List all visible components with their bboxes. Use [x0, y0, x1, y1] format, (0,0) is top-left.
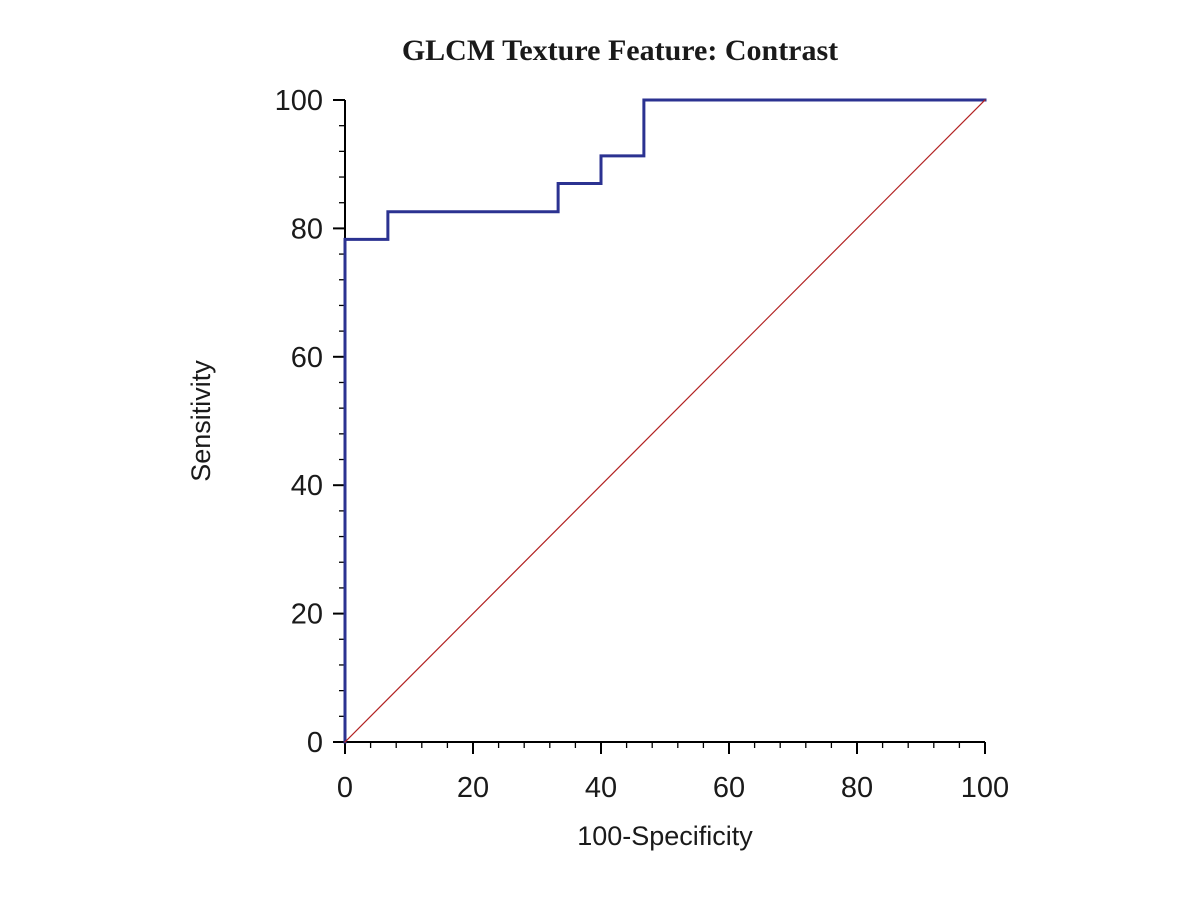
y-tick-label: 0 [307, 727, 323, 759]
y-axis-label: Sensitivity [186, 360, 216, 482]
y-tick-label: 60 [291, 342, 323, 374]
y-tick-label: 40 [291, 470, 323, 502]
x-tick-label: 40 [585, 772, 617, 804]
y-tick-label: 100 [275, 85, 323, 117]
series-group [343, 98, 987, 744]
axes-group: 0 20 40 60 80 100 0 20 40 60 80 100 [275, 85, 1010, 804]
x-tick-label: 20 [457, 772, 489, 804]
x-tick-label: 0 [337, 772, 353, 804]
x-axis-label: 100-Specificity [577, 821, 753, 851]
chart-title: GLCM Texture Feature: Contrast [402, 34, 838, 67]
y-tick-label: 80 [291, 213, 323, 245]
reference-diagonal-line [344, 99, 986, 743]
x-tick-label: 60 [713, 772, 745, 804]
x-tick-label: 80 [841, 772, 873, 804]
roc-curve-line [343, 98, 987, 744]
y-tick-label: 20 [291, 599, 323, 631]
x-tick-label: 100 [961, 772, 1009, 804]
